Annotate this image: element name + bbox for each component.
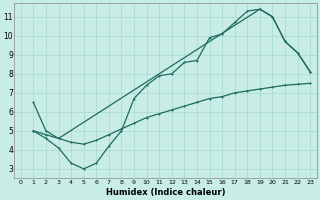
X-axis label: Humidex (Indice chaleur): Humidex (Indice chaleur) — [106, 188, 225, 197]
